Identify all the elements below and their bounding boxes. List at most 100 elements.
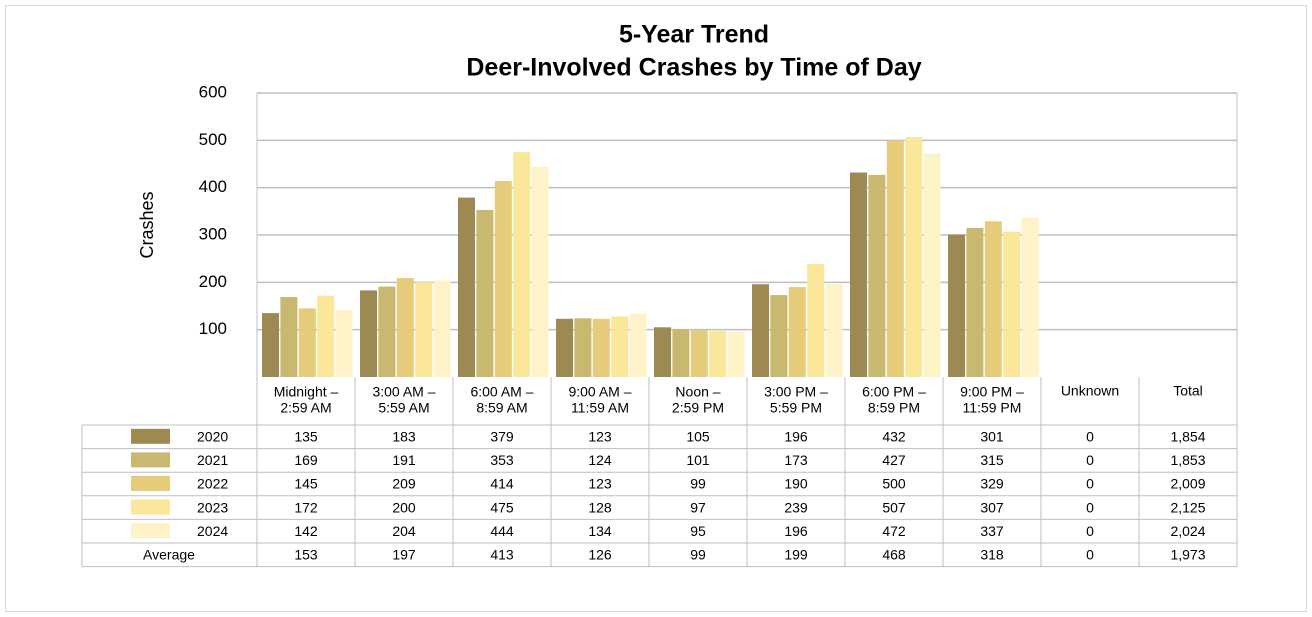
x-tick-label: 3:00 AM – xyxy=(372,384,435,400)
table-cell: 413 xyxy=(490,547,514,563)
x-tick-label: 6:00 PM – xyxy=(862,384,926,400)
table-cell: 204 xyxy=(392,523,416,539)
legend-label: 2022 xyxy=(197,476,228,492)
table-cell: 142 xyxy=(294,523,318,539)
table-cell: 123 xyxy=(588,476,612,492)
table-cell: 307 xyxy=(980,499,1004,515)
x-tick-label: 2:59 AM xyxy=(280,400,331,416)
y-tick-label: 600 xyxy=(199,82,227,101)
table-cell: 169 xyxy=(294,452,318,468)
bar xyxy=(868,174,886,377)
table-cell: 196 xyxy=(784,429,808,445)
bar xyxy=(948,234,965,377)
legend-label: 2021 xyxy=(197,452,228,468)
x-tick-label: Midnight – xyxy=(274,384,339,400)
table-cell: 239 xyxy=(784,499,808,515)
table-cell: 0 xyxy=(1086,523,1094,539)
table-cell: 190 xyxy=(784,476,808,492)
legend-label: 2024 xyxy=(197,523,228,539)
legend-swatch xyxy=(131,476,170,491)
y-tick-label: 300 xyxy=(199,224,227,243)
table-cell: 301 xyxy=(980,429,1004,445)
bar xyxy=(629,313,647,377)
x-tick-label: 5:59 AM xyxy=(378,400,429,416)
bar xyxy=(654,327,671,377)
table-cell: 0 xyxy=(1086,429,1094,445)
table-cell: 468 xyxy=(882,547,906,563)
y-tick-label: 500 xyxy=(199,130,227,149)
table-cell: 500 xyxy=(882,476,906,492)
table-cell: 507 xyxy=(882,499,906,515)
table-cell: 2,009 xyxy=(1170,476,1205,492)
bar xyxy=(494,181,512,377)
bar xyxy=(433,280,451,377)
table-cell: 105 xyxy=(686,429,710,445)
table-cell: 315 xyxy=(980,452,1004,468)
legend-label: 2020 xyxy=(197,429,228,445)
bar xyxy=(378,286,396,377)
table-cell: 414 xyxy=(490,476,514,492)
bar xyxy=(611,316,629,377)
table-cell: 200 xyxy=(392,499,416,515)
table-cell: 432 xyxy=(882,429,906,445)
x-tick-label: 5:59 PM xyxy=(770,400,822,416)
table-cell: 0 xyxy=(1086,499,1094,515)
x-tick-label: 8:59 AM xyxy=(476,400,527,416)
x-tick-label: 11:59 AM xyxy=(571,400,629,416)
bar xyxy=(298,308,316,377)
x-tick-label: 8:59 PM xyxy=(868,400,920,416)
chart-title: Deer-Involved Crashes by Time of Day xyxy=(466,54,921,82)
bar xyxy=(262,313,279,377)
x-tick-label: Noon – xyxy=(675,384,720,400)
x-tick-label: Unknown xyxy=(1061,383,1119,399)
x-tick-label: 11:59 PM xyxy=(963,400,1022,416)
bar xyxy=(886,140,904,377)
table-cell: 0 xyxy=(1086,452,1094,468)
column-header: Total xyxy=(1173,383,1203,399)
bar xyxy=(317,295,335,377)
x-tick-label: 6:00 AM – xyxy=(470,384,533,400)
bar xyxy=(280,297,298,377)
bar xyxy=(531,166,549,377)
table-cell: 209 xyxy=(392,476,416,492)
bar xyxy=(966,227,984,377)
bar xyxy=(458,197,475,377)
table-cell: 99 xyxy=(690,476,706,492)
bar xyxy=(905,137,923,377)
table-cell: 126 xyxy=(588,547,612,563)
x-tick-label: 9:00 AM – xyxy=(568,384,631,400)
x-tick-label: 3:00 PM – xyxy=(764,384,828,400)
bar xyxy=(1003,231,1021,377)
bar xyxy=(690,330,708,377)
bar xyxy=(1021,217,1039,377)
bar xyxy=(709,331,727,377)
table-cell: 353 xyxy=(490,452,514,468)
bar xyxy=(476,209,494,377)
table-cell: 2,125 xyxy=(1170,499,1205,515)
table-cell: 199 xyxy=(784,547,808,563)
table-cell: 128 xyxy=(588,499,612,515)
bar xyxy=(360,290,377,377)
bar xyxy=(574,318,592,377)
table-cell: 101 xyxy=(686,452,710,468)
bar xyxy=(770,295,788,377)
x-tick-label: 2:59 PM xyxy=(672,400,724,416)
bar xyxy=(752,284,769,377)
y-axis-label: Crashes xyxy=(137,191,157,258)
table-cell: 97 xyxy=(690,499,706,515)
legend-swatch xyxy=(131,499,170,515)
y-tick-label: 400 xyxy=(199,177,227,196)
table-cell: 475 xyxy=(490,499,514,515)
table-cell: 2,024 xyxy=(1170,523,1205,539)
legend-swatch xyxy=(131,452,170,468)
bar xyxy=(807,263,825,377)
x-tick-label: 9:00 PM – xyxy=(960,384,1024,400)
bar xyxy=(984,221,1002,377)
table-cell: 196 xyxy=(784,523,808,539)
table-cell: 183 xyxy=(392,429,416,445)
table-cell: 135 xyxy=(294,429,318,445)
bar xyxy=(592,318,610,377)
table-row-label: Average xyxy=(143,547,195,563)
bar xyxy=(415,282,433,377)
